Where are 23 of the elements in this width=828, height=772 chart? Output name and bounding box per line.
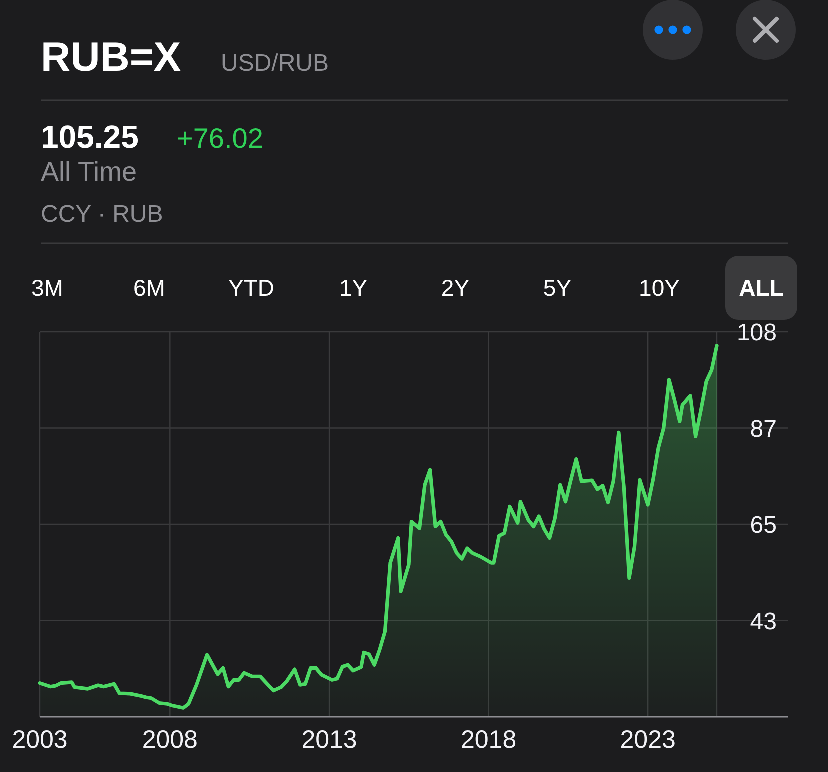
text: 3M: [32, 275, 64, 301]
y-tick-label: 65: [750, 512, 777, 540]
text: 5Y: [543, 275, 572, 301]
x-tick-label: 2008: [142, 726, 198, 754]
text: 105.25: [41, 119, 139, 155]
text: YTD: [228, 275, 274, 301]
text: +76.02: [177, 123, 264, 154]
x-tick-label: 2013: [302, 726, 358, 754]
text: CCY · RUB: [41, 201, 164, 228]
text: 2Y: [441, 275, 470, 301]
y-tick-label: 108: [736, 320, 777, 347]
y-tick-label: 87: [750, 416, 777, 443]
text: 1Y: [339, 275, 368, 301]
text: 10Y: [639, 275, 680, 301]
chart-subtitle: USD/RUB: [221, 50, 330, 77]
x-tick-label: 2023: [620, 726, 676, 754]
chart-title: RUB=X: [41, 34, 182, 80]
x-tick-label: 2018: [460, 726, 517, 754]
text: All Time: [41, 157, 138, 187]
x-tick-label: 2003: [12, 726, 68, 754]
text: ALL: [739, 275, 784, 301]
y-tick-label: 43: [750, 608, 777, 636]
text: 6M: [134, 275, 166, 301]
